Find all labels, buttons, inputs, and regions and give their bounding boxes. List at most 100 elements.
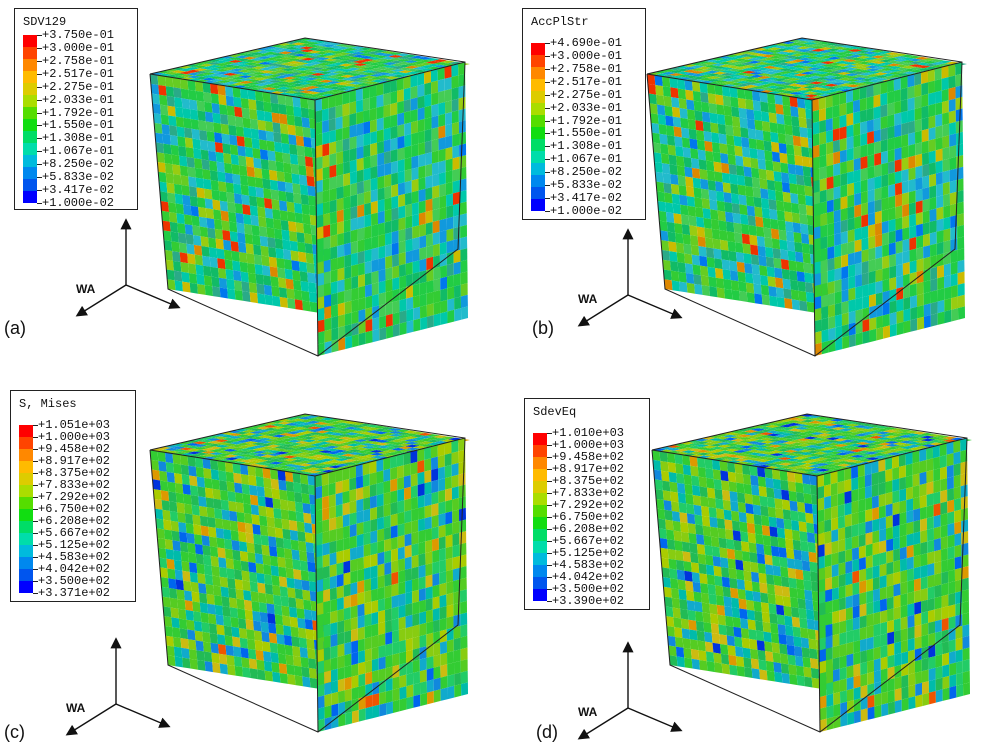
voxel-cell	[411, 554, 419, 569]
voxel-cell	[806, 61, 821, 65]
voxel-cell	[951, 296, 958, 310]
voxel-cell	[754, 293, 763, 305]
voxel-cell	[328, 118, 336, 132]
voxel-cell	[235, 55, 250, 59]
voxel-cell	[860, 423, 875, 427]
voxel-cell	[847, 171, 854, 185]
voxel-cell	[418, 529, 426, 544]
voxel-cell	[223, 239, 232, 251]
voxel-cell	[446, 639, 454, 653]
voxel-cell	[283, 85, 299, 88]
voxel-cell	[349, 465, 356, 479]
voxel-cell	[412, 202, 419, 216]
voxel-cell	[308, 484, 317, 496]
voxel-cell	[163, 519, 172, 531]
panel-d: SdevEq +1.010e+03 +1.000e+03 +9.458e+02 +8.…	[492, 374, 984, 748]
voxel-cell	[716, 439, 731, 443]
voxel-cell	[330, 622, 338, 636]
voxel-cell	[781, 44, 796, 47]
legend-swatch	[19, 485, 33, 497]
voxel-cell	[227, 491, 236, 503]
voxel-cell	[219, 663, 228, 675]
voxel-cell	[677, 175, 686, 187]
voxel-cell	[207, 227, 216, 239]
voxel-cell	[413, 694, 421, 708]
voxel-cell	[431, 526, 439, 540]
voxel-cell	[376, 94, 384, 108]
panel-label-b: (b)	[532, 318, 554, 338]
voxel-cell	[356, 146, 364, 160]
voxel-cell	[867, 154, 875, 168]
voxel-cell	[797, 446, 813, 450]
voxel-cell	[207, 440, 222, 444]
voxel-cell	[237, 69, 252, 73]
voxel-cell	[411, 508, 419, 522]
voxel-cell	[757, 423, 773, 427]
voxel-cell	[321, 96, 329, 110]
voxel-cell	[328, 424, 344, 428]
voxel-cell	[286, 55, 301, 59]
voxel-cell	[279, 435, 295, 439]
voxel-cell	[249, 431, 265, 434]
voxel-cell	[298, 540, 307, 552]
voxel-cell	[830, 421, 845, 425]
voxel-cell	[942, 123, 950, 137]
voxel-cell	[253, 77, 268, 81]
voxel-cell	[460, 624, 468, 638]
voxel-cell	[216, 77, 232, 81]
voxel-cell	[243, 59, 258, 63]
voxel-cell	[717, 210, 726, 222]
voxel-cell	[454, 296, 461, 310]
voxel-cell	[180, 78, 189, 90]
voxel-cell	[181, 98, 190, 110]
voxel-cell	[285, 49, 300, 53]
voxel-cell	[721, 162, 730, 174]
voxel-cell	[955, 73, 963, 87]
voxel-cell	[343, 161, 350, 175]
voxel-cell	[313, 422, 329, 425]
voxel-cell	[680, 117, 689, 129]
voxel-cell	[226, 105, 235, 117]
voxel-cell	[337, 597, 344, 611]
voxel-cell	[800, 463, 816, 467]
voxel-cell	[330, 234, 338, 248]
voxel-cell	[225, 182, 234, 194]
voxel-cell	[902, 192, 909, 206]
voxel-cell	[657, 104, 666, 116]
voxel-cell	[315, 520, 323, 535]
voxel-cell	[247, 460, 262, 464]
voxel-cell	[385, 689, 393, 704]
voxel-cell	[750, 157, 759, 169]
voxel-cell	[957, 213, 964, 227]
voxel-cell	[797, 54, 813, 58]
voxel-cell	[272, 498, 281, 510]
voxel-cell	[185, 147, 194, 159]
voxel-cell	[350, 194, 358, 208]
voxel-cell	[397, 124, 405, 138]
voxel-cell	[242, 291, 251, 302]
voxel-cell	[169, 501, 178, 513]
voxel-cell	[901, 63, 916, 66]
voxel-cell	[241, 107, 250, 119]
voxel-cell	[747, 63, 763, 67]
voxel-cell	[446, 240, 454, 254]
voxel-cell	[709, 440, 724, 444]
voxel-cell	[651, 122, 660, 134]
voxel-cell	[271, 662, 280, 673]
voxel-cell	[286, 114, 295, 126]
voxel-cell	[842, 450, 857, 454]
voxel-cell	[909, 213, 916, 228]
voxel-cell	[182, 281, 191, 293]
voxel-cell	[826, 440, 841, 443]
voxel-cell	[170, 520, 179, 532]
voxel-cell	[307, 185, 316, 197]
voxel-cell	[351, 275, 359, 290]
legend-title: S, Mises	[19, 397, 77, 411]
voxel-cell	[689, 138, 698, 150]
voxel-cell	[736, 83, 752, 87]
voxel-cell	[907, 109, 915, 123]
voxel-cell	[852, 77, 867, 81]
voxel-cell	[839, 91, 847, 105]
voxel-cell	[749, 74, 765, 78]
voxel-cell	[677, 88, 687, 100]
